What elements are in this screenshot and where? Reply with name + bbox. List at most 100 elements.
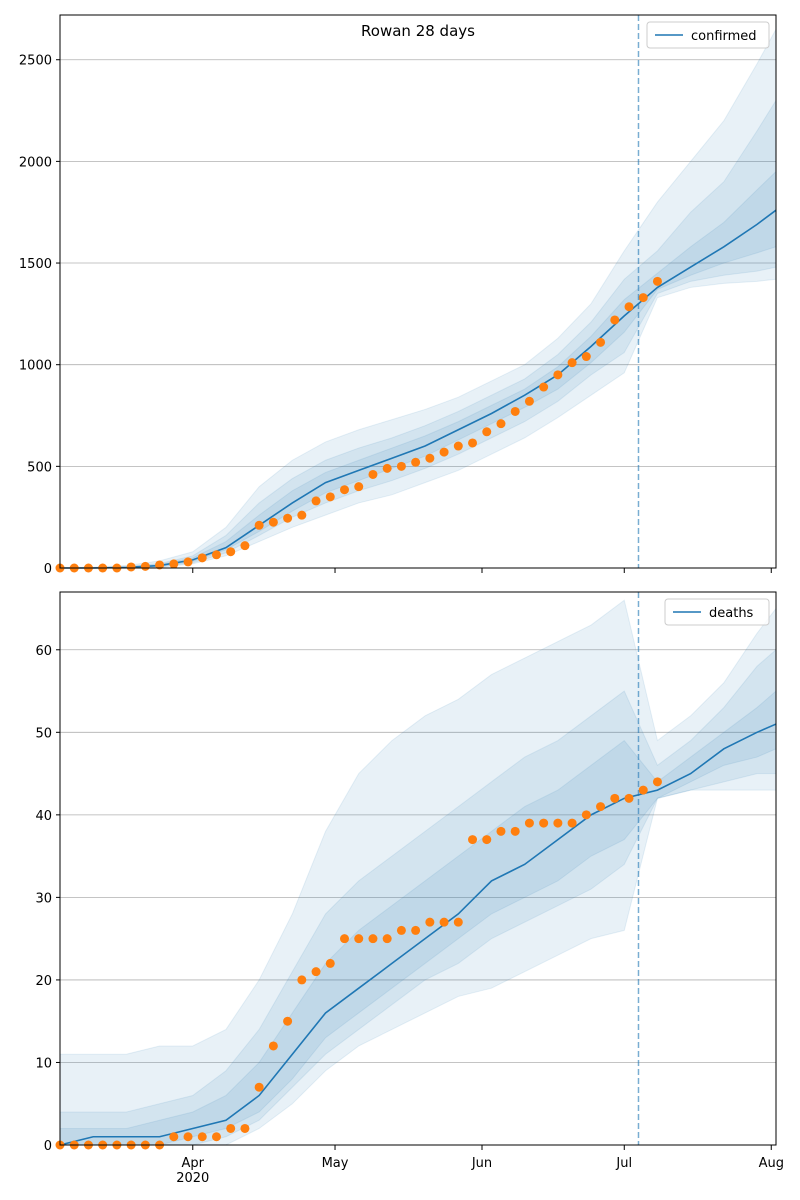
y-tick-label: 0: [44, 562, 52, 577]
observed-point: [496, 826, 506, 836]
observed-point: [439, 447, 449, 457]
y-tick-label: 10: [35, 1056, 52, 1071]
observed-point: [524, 396, 534, 406]
observed-point: [468, 835, 478, 845]
observed-point: [652, 777, 662, 787]
observed-point: [411, 457, 421, 467]
y-tick-label: 60: [35, 644, 52, 659]
legend-box: [646, 21, 770, 49]
observed-point: [169, 559, 179, 569]
observed-point: [325, 958, 335, 968]
observed-point: [553, 818, 563, 828]
observed-point: [496, 419, 506, 429]
observed-point: [155, 560, 165, 570]
y-tick-label: 1000: [19, 359, 52, 374]
observed-point: [382, 934, 392, 944]
observed-point: [140, 561, 150, 571]
observed-point: [169, 1132, 179, 1142]
y-tick-label: 20: [35, 974, 52, 989]
observed-point: [510, 826, 520, 836]
observed-point: [567, 818, 577, 828]
observed-point: [567, 358, 577, 368]
y-tick-label: 40: [35, 809, 52, 824]
legend-box: [664, 598, 770, 626]
y-tick-label: 2500: [19, 54, 52, 69]
observed-point: [226, 1123, 236, 1133]
observed-point: [510, 406, 520, 416]
observed-point: [226, 547, 236, 557]
observed-point: [596, 802, 606, 812]
observed-point: [354, 482, 364, 492]
observed-point: [183, 1132, 193, 1142]
observed-point: [411, 925, 421, 935]
x-tick-label: Apr 2020: [176, 1156, 209, 1186]
band: [59, 98, 777, 569]
observed-point: [126, 562, 136, 572]
x-tick-label: May: [322, 1156, 349, 1171]
observed-point: [581, 352, 591, 362]
observed-point: [539, 382, 549, 392]
plot-frame: [59, 14, 777, 569]
observed-point: [553, 370, 563, 380]
chart-title: Rowan 28 days: [361, 22, 475, 40]
observed-point: [396, 461, 406, 471]
observed-point: [354, 934, 364, 944]
y-tick-label: 2000: [19, 155, 52, 170]
observed-point: [311, 967, 321, 977]
observed-point: [240, 1123, 250, 1133]
observed-point: [638, 293, 648, 303]
observed-point: [482, 427, 492, 437]
y-tick-label: 500: [27, 460, 52, 475]
observed-point: [652, 276, 662, 286]
x-tick-label: Jun: [471, 1156, 492, 1171]
observed-point: [197, 553, 207, 563]
observed-point: [539, 818, 549, 828]
observed-point: [254, 520, 264, 530]
observed-point: [297, 975, 307, 985]
observed-point: [624, 793, 634, 803]
observed-point: [268, 517, 278, 527]
observed-point: [453, 441, 463, 451]
observed-point: [283, 513, 293, 523]
observed-point: [382, 463, 392, 473]
observed-point: [254, 1082, 264, 1092]
x-tick-label: Aug: [759, 1156, 784, 1171]
observed-point: [211, 1132, 221, 1142]
observed-point: [610, 793, 620, 803]
line: [59, 723, 777, 1146]
observed-point: [596, 337, 606, 347]
legend-label: confirmed: [691, 29, 757, 44]
observed-point: [453, 917, 463, 927]
observed-point: [468, 438, 478, 448]
observed-point: [368, 469, 378, 479]
y-tick-label: 0: [44, 1139, 52, 1154]
observed-point: [439, 917, 449, 927]
plot-frame: [59, 591, 777, 1146]
x-tick-label: Jul: [615, 1156, 632, 1171]
y-tick-label: 30: [35, 891, 52, 906]
observed-point: [297, 510, 307, 520]
observed-point: [283, 1016, 293, 1026]
observed-point: [638, 785, 648, 795]
observed-point: [183, 557, 193, 567]
observed-point: [624, 302, 634, 312]
observed-point: [368, 934, 378, 944]
observed-point: [340, 934, 350, 944]
observed-point: [524, 818, 534, 828]
observed-point: [325, 492, 335, 502]
observed-point: [425, 453, 435, 463]
observed-point: [581, 810, 591, 820]
y-tick-label: 1500: [19, 257, 52, 272]
observed-point: [396, 925, 406, 935]
legend-label: deaths: [709, 606, 754, 621]
observed-point: [425, 917, 435, 927]
observed-point: [340, 485, 350, 495]
y-tick-label: 50: [35, 726, 52, 741]
line: [60, 209, 777, 569]
band: [59, 28, 777, 569]
observed-point: [240, 541, 250, 551]
observed-point: [211, 550, 221, 560]
observed-point: [311, 496, 321, 506]
observed-point: [610, 315, 620, 325]
